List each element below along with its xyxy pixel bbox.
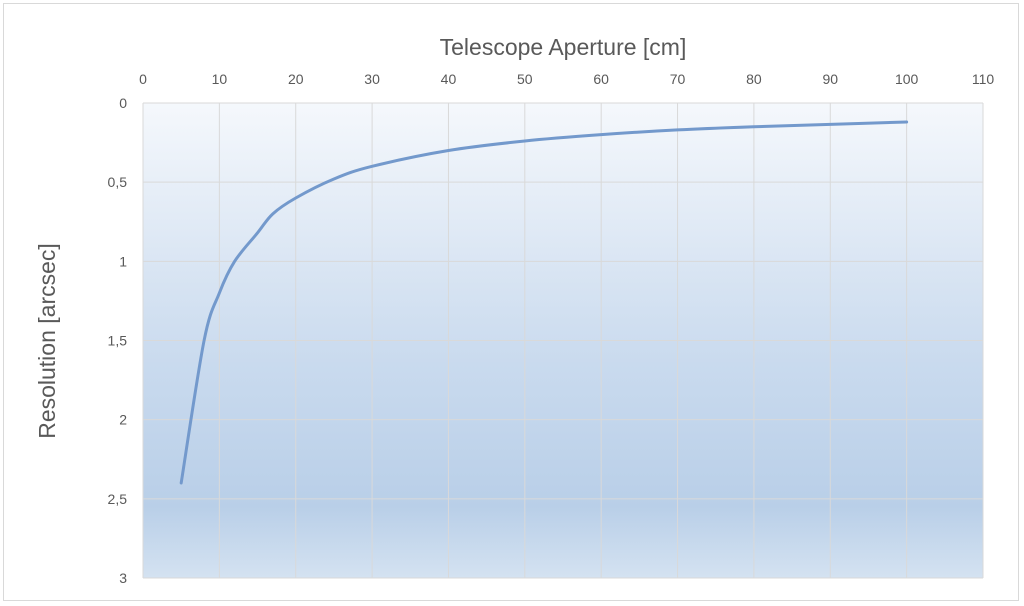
x-tick-label: 50 [517,71,533,87]
x-tick-label: 110 [972,71,995,87]
x-tick-label: 40 [441,71,457,87]
y-tick-label: 0 [119,95,127,111]
y-tick-label: 3 [119,570,127,586]
gridlines [142,102,984,579]
x-tick-label: 60 [593,71,609,87]
x-tick-label: 70 [670,71,686,87]
x-tick-label: 30 [364,71,380,87]
x-tick-label: 0 [139,71,147,87]
series-line [179,120,909,485]
y-tick-label: 2,5 [108,491,128,507]
y-tick-label: 1,5 [108,333,128,349]
x-axis-title: Telescope Aperture [cm] [440,34,687,60]
y-tick-label: 1 [119,253,127,269]
x-tick-label: 80 [746,71,762,87]
y-tick-label: 2 [119,412,127,428]
y-tick-label: 0,5 [108,174,128,190]
x-tick-label: 100 [895,71,919,87]
x-tick-label: 20 [288,71,304,87]
y-axis-title: Resolution [arcsec] [34,243,60,439]
x-axis-tick-labels: 0 10 20 30 40 50 60 70 80 90 100 110 [139,71,994,87]
x-tick-label: 10 [212,71,228,87]
x-tick-label: 90 [822,71,838,87]
y-axis-tick-labels: 0 0,5 1 1,5 2 2,5 3 [108,95,128,586]
